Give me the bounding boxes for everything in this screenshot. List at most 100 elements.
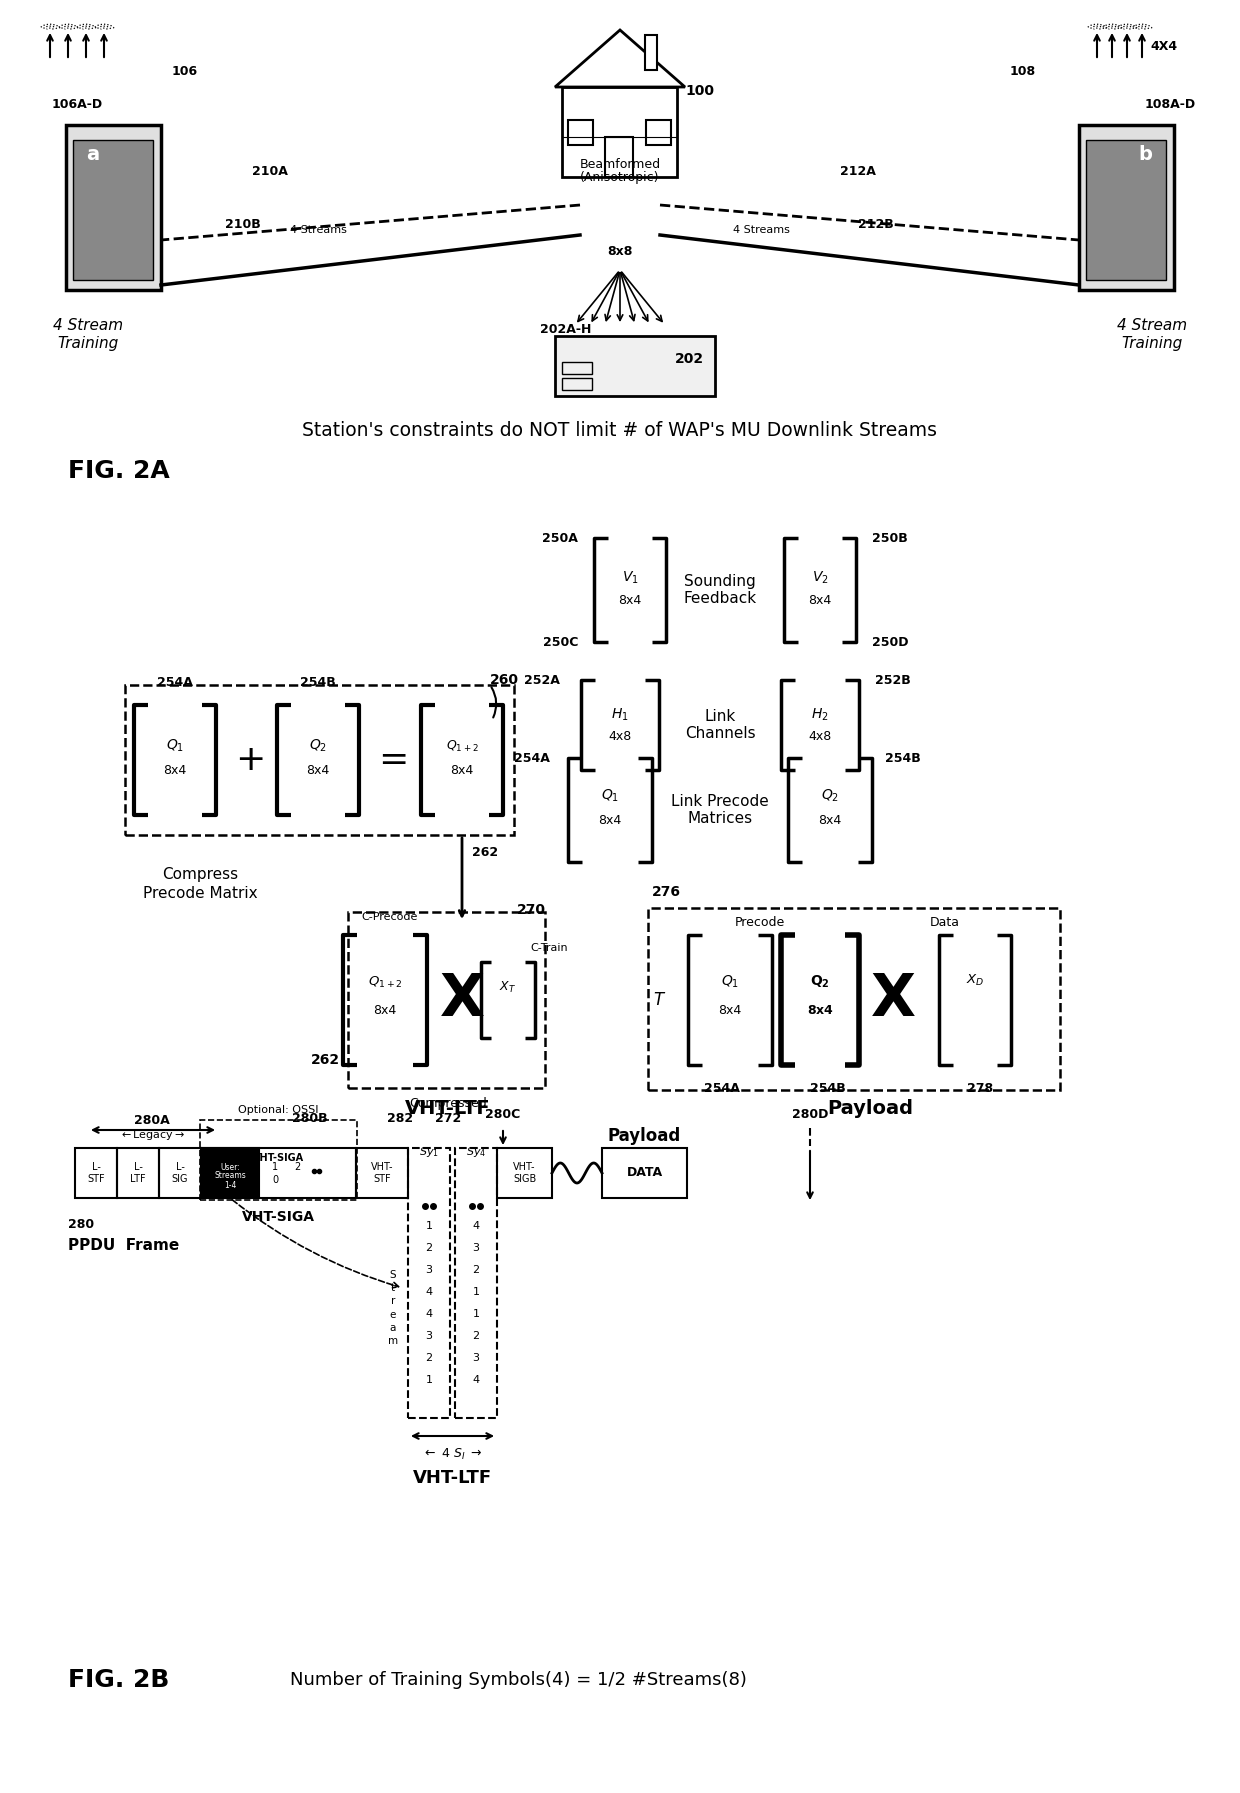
Text: 250B: 250B <box>872 531 908 545</box>
Bar <box>455 1148 497 1418</box>
Text: $\mathbf{X}$: $\mathbf{X}$ <box>870 972 916 1029</box>
Text: 1: 1 <box>472 1287 480 1296</box>
Text: 210B: 210B <box>224 219 260 231</box>
Text: $\leftarrow$Legacy$\rightarrow$: $\leftarrow$Legacy$\rightarrow$ <box>119 1128 185 1142</box>
Text: 2: 2 <box>425 1354 433 1363</box>
Text: VHT-LTF: VHT-LTF <box>413 1468 492 1486</box>
Text: 4: 4 <box>425 1309 433 1320</box>
Text: 280C: 280C <box>485 1108 521 1121</box>
Text: 254B: 254B <box>885 751 921 764</box>
Text: Optional: OSSI: Optional: OSSI <box>238 1104 319 1115</box>
Text: Link Precode
Matrices: Link Precode Matrices <box>671 794 769 827</box>
Text: $\leftarrow$ 4 $S_I$ $\rightarrow$: $\leftarrow$ 4 $S_I$ $\rightarrow$ <box>423 1447 482 1461</box>
Text: 3: 3 <box>472 1243 480 1253</box>
Text: 252A: 252A <box>525 674 560 687</box>
Text: 282: 282 <box>387 1112 413 1124</box>
Text: 4x8: 4x8 <box>808 730 832 742</box>
Text: VHT-SIGA: VHT-SIGA <box>242 1210 315 1225</box>
Text: FIG. 2B: FIG. 2B <box>68 1667 170 1693</box>
Text: T: T <box>653 992 663 1009</box>
Text: 250D: 250D <box>872 635 909 649</box>
Text: 280A: 280A <box>134 1113 170 1126</box>
Bar <box>1086 140 1166 280</box>
Text: $Q_1$: $Q_1$ <box>166 737 184 755</box>
Text: 8x4: 8x4 <box>808 593 832 606</box>
Text: 1-4: 1-4 <box>223 1180 236 1189</box>
Text: $Sy_4$: $Sy_4$ <box>466 1146 486 1158</box>
Text: 254A: 254A <box>515 751 551 764</box>
Text: $Q_{1+2}$: $Q_{1+2}$ <box>368 974 402 990</box>
Text: 254B: 254B <box>300 676 336 689</box>
Text: 280D: 280D <box>792 1108 828 1121</box>
Text: L-
LTF: L- LTF <box>130 1162 146 1183</box>
Text: Compressed: Compressed <box>409 1097 487 1110</box>
Text: 212B: 212B <box>858 219 894 231</box>
Text: 8x4: 8x4 <box>818 814 842 828</box>
Text: 2: 2 <box>472 1330 480 1341</box>
Text: b: b <box>1138 145 1152 165</box>
Text: 4 Stream: 4 Stream <box>53 317 123 333</box>
Bar <box>601 1148 687 1198</box>
Text: 4: 4 <box>425 1287 433 1296</box>
Text: =: = <box>378 742 408 776</box>
Text: 4x8: 4x8 <box>609 730 631 742</box>
Text: $X_D$: $X_D$ <box>966 972 985 988</box>
Text: 2: 2 <box>294 1162 300 1173</box>
Text: Sounding
Feedback: Sounding Feedback <box>683 574 756 606</box>
Text: $Q_2$: $Q_2$ <box>821 787 839 805</box>
Text: Streams: Streams <box>215 1171 246 1180</box>
Text: 106: 106 <box>172 65 198 79</box>
Bar <box>645 36 657 70</box>
Text: 270: 270 <box>517 904 546 916</box>
Text: 202: 202 <box>675 351 704 366</box>
Text: $Q_1$: $Q_1$ <box>601 787 619 805</box>
Text: $H_1$: $H_1$ <box>611 706 629 723</box>
Text: L-
SIG: L- SIG <box>172 1162 188 1183</box>
Text: $V_2$: $V_2$ <box>812 570 828 586</box>
Text: 276: 276 <box>652 886 681 898</box>
Text: VHT-LTF: VHT-LTF <box>405 1099 491 1117</box>
Text: 100: 100 <box>684 84 714 99</box>
Text: User:: User: <box>221 1164 239 1173</box>
Text: L-
STF: L- STF <box>87 1162 105 1183</box>
Text: 3: 3 <box>472 1354 480 1363</box>
Bar <box>117 1148 159 1198</box>
Text: $\mathbf{8x4}$: $\mathbf{8x4}$ <box>806 1004 833 1017</box>
Text: 8x8: 8x8 <box>608 246 632 258</box>
Text: a: a <box>87 145 99 165</box>
Text: 272: 272 <box>435 1112 461 1124</box>
Text: 262: 262 <box>310 1052 340 1067</box>
Text: 4: 4 <box>472 1375 480 1384</box>
Text: (Anisotropic): (Anisotropic) <box>580 170 660 185</box>
Text: 280B: 280B <box>293 1112 327 1124</box>
Text: 108A-D: 108A-D <box>1145 99 1197 111</box>
Bar <box>646 120 671 145</box>
Bar <box>201 1148 356 1198</box>
Bar <box>66 126 161 290</box>
Text: $Q_1$: $Q_1$ <box>720 974 739 990</box>
Text: 262: 262 <box>472 846 498 859</box>
Text: C-Precode: C-Precode <box>362 913 418 922</box>
Text: 8x4: 8x4 <box>373 1004 397 1017</box>
Bar <box>562 378 591 391</box>
Text: Compress: Compress <box>162 868 238 882</box>
Bar <box>605 136 632 178</box>
Bar <box>201 1148 259 1198</box>
Text: 8x4: 8x4 <box>599 814 621 828</box>
Text: VHT-
STF: VHT- STF <box>371 1162 393 1183</box>
Bar <box>73 140 153 280</box>
Text: 252B: 252B <box>875 674 910 687</box>
Text: Number of Training Symbols(4) = 1/2 #Streams(8): Number of Training Symbols(4) = 1/2 #Str… <box>290 1671 746 1689</box>
Bar <box>562 362 591 375</box>
Text: 4 Stream: 4 Stream <box>1117 317 1187 333</box>
Text: 278: 278 <box>967 1081 993 1094</box>
Bar <box>408 1148 450 1418</box>
Text: 8x4: 8x4 <box>718 1004 742 1017</box>
Text: Link
Channels: Link Channels <box>684 708 755 741</box>
Text: 8x4: 8x4 <box>619 593 641 606</box>
Bar <box>356 1148 408 1198</box>
Text: Precode: Precode <box>735 916 785 929</box>
Text: Payload: Payload <box>608 1128 681 1146</box>
Text: 8x4: 8x4 <box>450 764 474 776</box>
Text: Data: Data <box>930 916 960 929</box>
